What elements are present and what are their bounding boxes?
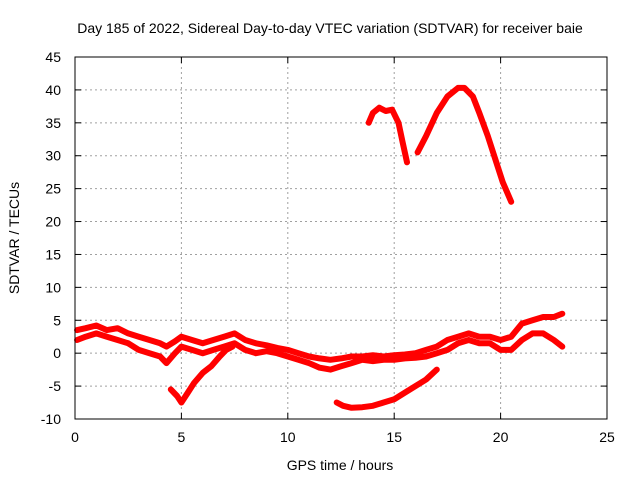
y-tick-label: 15 [45, 246, 61, 262]
x-tick-label: 5 [178, 429, 186, 445]
y-tick-label: 10 [45, 279, 61, 295]
y-tick-label: 25 [45, 181, 61, 197]
x-axis-title: GPS time / hours [287, 457, 394, 473]
y-tick-label: 45 [45, 49, 61, 65]
y-axis-title: SDTVAR / TECUs [6, 182, 22, 294]
x-tick-label: 0 [71, 429, 79, 445]
y-axis-ticks: -10 -5 0 5 10 15 20 25 30 35 40 45 [41, 49, 607, 427]
series-high-arc-16-21h [414, 84, 515, 205]
y-tick-label: 0 [53, 345, 61, 361]
y-tick-label: -5 [49, 378, 62, 394]
y-tick-label: 35 [45, 115, 61, 131]
series-main-band-upper [74, 310, 566, 363]
y-tick-label: -10 [41, 411, 61, 427]
y-tick-label: 20 [45, 214, 61, 230]
y-tick-label: 5 [53, 312, 61, 328]
data-series [74, 84, 566, 411]
plot-frame [74, 56, 608, 420]
series-dip-near-5h [167, 343, 236, 406]
x-axis-ticks: 0 5 10 15 20 25 [71, 57, 615, 445]
series-high-peak-near-14h [365, 104, 410, 166]
y-tick-label: 40 [45, 82, 61, 98]
chart-title: Day 185 of 2022, Sidereal Day-to-day VTE… [77, 20, 583, 36]
x-tick-label: 20 [493, 429, 509, 445]
y-tick-label: 30 [45, 148, 61, 164]
series-main-band-lower [74, 330, 566, 373]
x-tick-label: 10 [280, 429, 296, 445]
x-tick-label: 25 [599, 429, 615, 445]
series-low-branch-12-16h [333, 366, 440, 411]
x-tick-label: 15 [386, 429, 402, 445]
